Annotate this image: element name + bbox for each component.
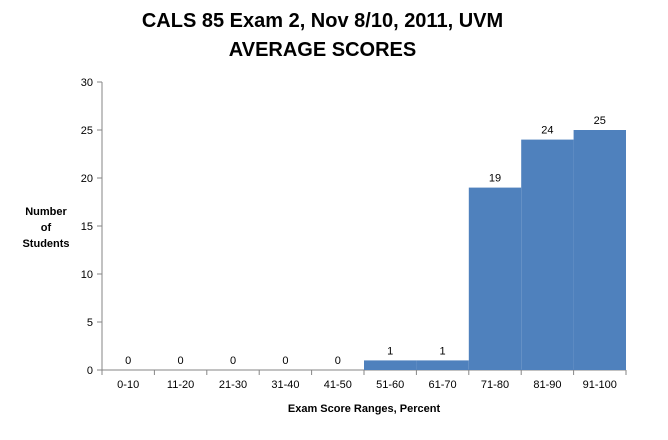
x-tick-label: 51-60 bbox=[376, 379, 404, 391]
x-tick-label: 11-20 bbox=[167, 379, 194, 391]
data-label: 0 bbox=[125, 355, 131, 367]
data-label: 25 bbox=[594, 115, 606, 127]
y-tick-label: 30 bbox=[81, 77, 93, 89]
x-tick-label: 31-40 bbox=[271, 379, 299, 391]
data-label: 0 bbox=[178, 355, 184, 367]
y-axis-label: Number of Students bbox=[14, 204, 78, 252]
x-tick-label: 71-80 bbox=[481, 379, 509, 391]
data-label: 0 bbox=[282, 355, 288, 367]
x-tick-label: 61-70 bbox=[429, 379, 457, 391]
bar bbox=[521, 139, 574, 370]
y-tick-label: 15 bbox=[81, 221, 93, 233]
y-tick-label: 5 bbox=[87, 317, 93, 329]
y-tick-label: 0 bbox=[87, 365, 93, 377]
y-axis-label-line-2: of bbox=[40, 222, 52, 234]
bar bbox=[416, 360, 469, 370]
y-axis-label-line-3: Students bbox=[22, 238, 70, 250]
bar bbox=[364, 360, 417, 370]
x-tick-label: 41-50 bbox=[324, 379, 352, 391]
y-tick-label: 10 bbox=[81, 269, 93, 281]
bars bbox=[364, 130, 626, 370]
data-labels: 0 0 0 0 0 1 1 19 24 25 bbox=[125, 115, 606, 367]
y-axis-label-line-1: Number bbox=[25, 206, 67, 218]
bar bbox=[468, 187, 522, 370]
data-label: 1 bbox=[387, 345, 393, 357]
x-tick-label: 91-100 bbox=[583, 379, 617, 391]
y-tick-label: 25 bbox=[81, 125, 93, 137]
data-label: 1 bbox=[440, 345, 446, 357]
x-tick-label: 21-30 bbox=[219, 379, 247, 391]
x-axis-label: Exam Score Ranges, Percent bbox=[288, 403, 441, 415]
x-tick-label: 81-90 bbox=[533, 379, 561, 391]
data-label: 24 bbox=[541, 125, 553, 137]
y-tick-label: 20 bbox=[81, 173, 93, 185]
data-label: 0 bbox=[335, 355, 341, 367]
data-label: 0 bbox=[230, 355, 236, 367]
chart-title: CALS 85 Exam 2, Nov 8/10, 2011, UVM bbox=[141, 10, 504, 32]
x-tick-label: 0-10 bbox=[117, 379, 139, 391]
bar bbox=[573, 130, 626, 370]
data-label: 19 bbox=[489, 173, 501, 185]
chart-subtitle: AVERAGE SCORES bbox=[228, 39, 417, 61]
